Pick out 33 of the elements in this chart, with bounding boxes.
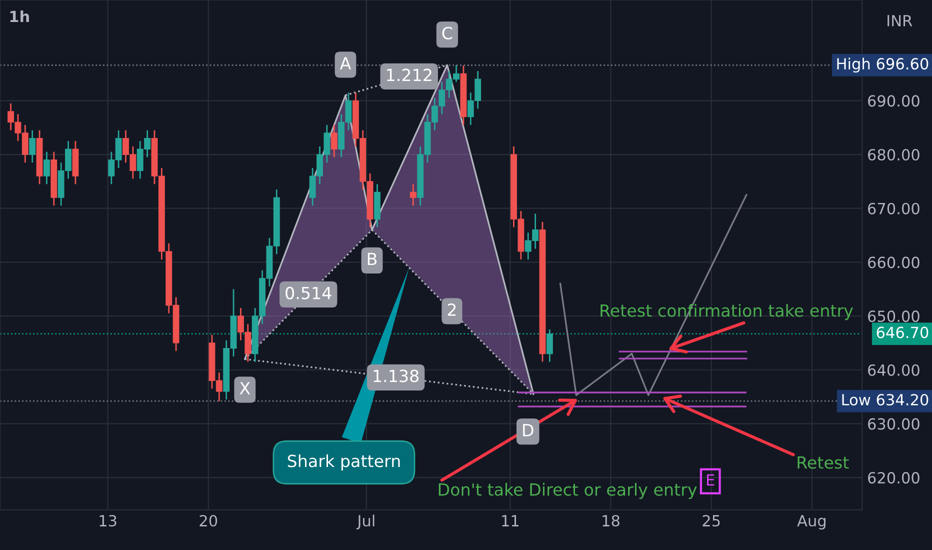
y-axis-title: INR — [888, 15, 912, 26]
annotation: D — [523, 424, 534, 436]
y-tick-label: 620.00 — [868, 472, 920, 484]
annotation: 1.138 — [374, 370, 419, 382]
x-tick-label: 18 — [602, 514, 620, 527]
annotation: 0.514 — [286, 286, 332, 300]
x-tick-label: Aug — [797, 515, 826, 530]
annotation: A — [340, 57, 352, 70]
annotation: B — [368, 252, 377, 266]
ref-line-label: Low 634.20 — [842, 394, 928, 406]
ref-line-label: High 696.60 — [837, 58, 928, 73]
annotation: 1.212 — [387, 68, 432, 82]
annotation: Don't take Direct or early entry — [438, 482, 697, 500]
y-tick-label: 630.00 — [868, 418, 920, 430]
text: 1h — [10, 10, 29, 22]
y-tick-label: 670.00 — [868, 202, 920, 214]
y-tick-label: 650.00 — [868, 310, 920, 322]
x-tick-label: 25 — [702, 514, 720, 527]
ref-line-label: 646.70 — [876, 326, 928, 338]
annotation: Shark pattern — [288, 454, 400, 470]
annotation: E — [707, 474, 714, 486]
y-tick-label: 680.00 — [868, 148, 920, 161]
x-tick-label: 11 — [502, 515, 518, 526]
x-tick-label: Jul — [356, 514, 374, 530]
annotation: Retest — [798, 456, 849, 469]
annotation: 2 — [448, 303, 456, 316]
annotation: C — [442, 26, 452, 40]
x-tick-label: 20 — [200, 514, 218, 527]
y-tick-label: 690.00 — [868, 95, 920, 107]
y-tick-label: 660.00 — [868, 256, 920, 268]
x-tick-label: 13 — [100, 514, 116, 527]
y-tick-label: 640.00 — [868, 364, 920, 376]
annotation: X — [240, 382, 250, 394]
